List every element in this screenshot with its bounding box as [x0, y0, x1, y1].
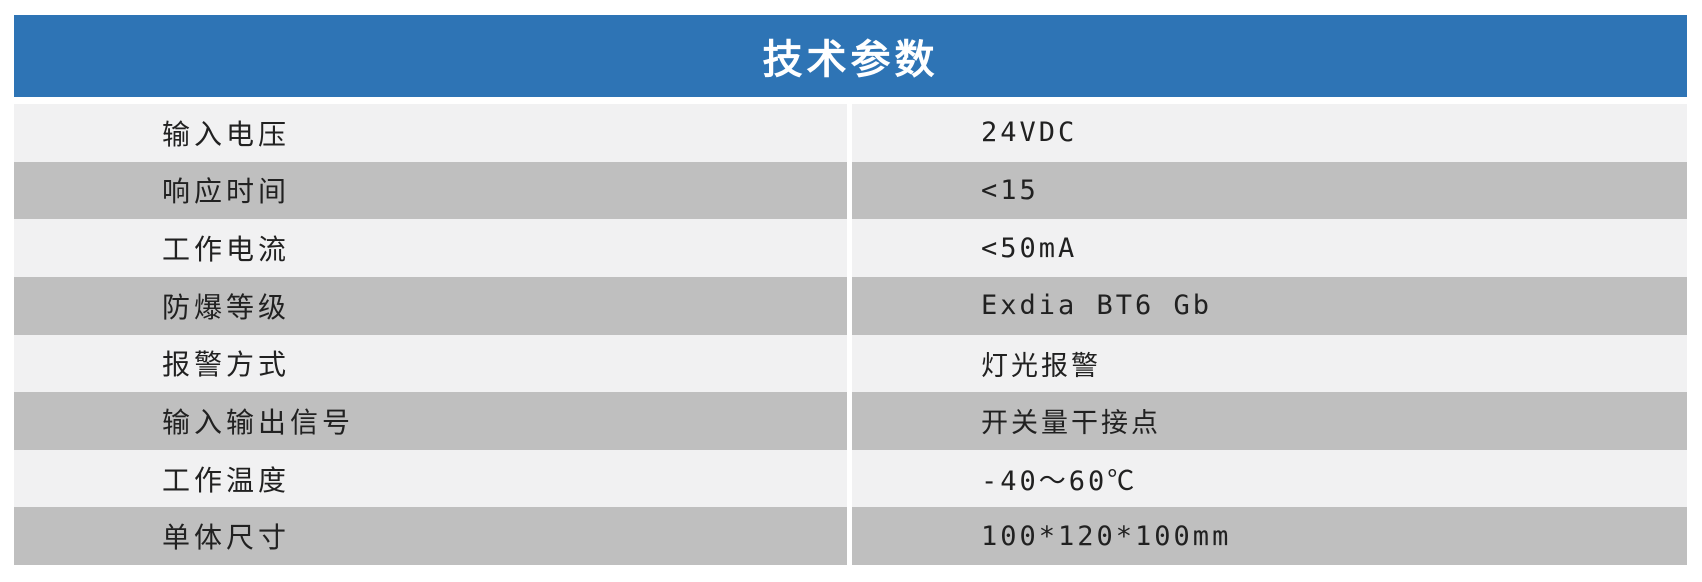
spec-value-cell: <50mA	[852, 219, 1687, 277]
table-row: 工作电流 <50mA	[14, 219, 1687, 277]
column-divider	[847, 276, 852, 335]
spec-label-cell: 输入电压	[14, 104, 847, 162]
column-divider	[847, 161, 852, 220]
table-row: 防爆等级 Exdia BT6 Gb	[14, 276, 1687, 335]
spec-value: -40～60℃	[981, 466, 1138, 498]
spec-value: 100*120*100mm	[981, 520, 1232, 552]
spec-value: Exdia BT6 Gb	[981, 290, 1213, 322]
spec-label: 工作温度	[162, 463, 291, 497]
column-divider	[847, 104, 852, 162]
table-row: 工作温度 -40～60℃	[14, 449, 1687, 508]
spec-label-cell: 单体尺寸	[14, 507, 847, 565]
spec-value-cell: <15	[852, 161, 1687, 220]
spec-label: 单体尺寸	[162, 521, 291, 555]
spec-value-cell: 开关量干接点	[852, 392, 1687, 450]
table-row: 输入电压 24VDC	[14, 104, 1687, 162]
spec-label: 防爆等级	[162, 290, 291, 324]
spec-value: 开关量干接点	[981, 408, 1161, 440]
spec-label: 输入电压	[162, 117, 291, 151]
spec-label-cell: 输入输出信号	[14, 392, 847, 450]
table-row: 响应时间 <15	[14, 161, 1687, 220]
spec-value: <15	[981, 174, 1039, 206]
column-divider	[847, 334, 852, 393]
spec-value-cell: -40～60℃	[852, 449, 1687, 508]
spec-value-cell: Exdia BT6 Gb	[852, 276, 1687, 335]
spec-label-cell: 响应时间	[14, 161, 847, 220]
table-header: 技术参数	[14, 15, 1687, 97]
table-row: 报警方式 灯光报警	[14, 334, 1687, 393]
spec-label: 工作电流	[162, 233, 291, 267]
column-divider	[847, 507, 852, 565]
spec-label-cell: 报警方式	[14, 334, 847, 393]
spec-table: 技术参数 输入电压 24VDC 响应时间 <15 工作电流 <50mA 防爆等级…	[14, 15, 1687, 565]
spec-value: 24VDC	[981, 117, 1078, 149]
spec-value-cell: 24VDC	[852, 104, 1687, 162]
table-row: 单体尺寸 100*120*100mm	[14, 507, 1687, 565]
column-divider	[847, 219, 852, 277]
column-divider	[847, 392, 852, 450]
table-title: 技术参数	[762, 37, 939, 83]
spec-value: <50mA	[981, 232, 1078, 264]
spec-label: 响应时间	[162, 175, 291, 209]
spec-label-cell: 防爆等级	[14, 276, 847, 335]
spec-label-cell: 工作电流	[14, 219, 847, 277]
table-row: 输入输出信号 开关量干接点	[14, 392, 1687, 450]
spec-rows: 输入电压 24VDC 响应时间 <15 工作电流 <50mA 防爆等级 Exdi…	[14, 104, 1687, 565]
spec-label: 报警方式	[162, 348, 291, 382]
spec-label: 输入输出信号	[162, 405, 355, 439]
spec-value-cell: 100*120*100mm	[852, 507, 1687, 565]
spec-value-cell: 灯光报警	[852, 334, 1687, 393]
spec-value: 灯光报警	[981, 350, 1101, 382]
column-divider	[847, 449, 852, 508]
spec-label-cell: 工作温度	[14, 449, 847, 508]
